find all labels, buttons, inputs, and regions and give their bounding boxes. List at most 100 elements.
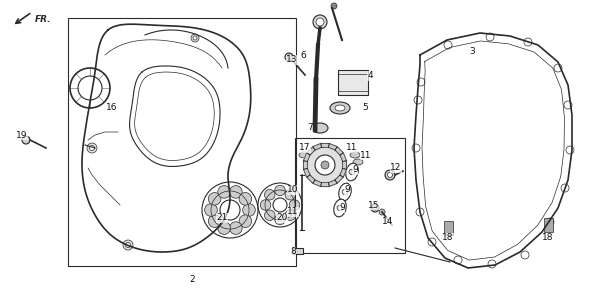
Circle shape <box>564 101 572 109</box>
Circle shape <box>191 34 199 42</box>
Polygon shape <box>307 147 315 155</box>
Circle shape <box>454 256 462 264</box>
Text: 3: 3 <box>469 48 475 57</box>
Text: 12: 12 <box>391 163 402 172</box>
Text: 9: 9 <box>352 166 358 175</box>
Ellipse shape <box>312 123 328 133</box>
Bar <box>293 248 303 254</box>
Circle shape <box>524 38 532 46</box>
Circle shape <box>227 195 237 205</box>
Circle shape <box>264 190 275 200</box>
Text: 16: 16 <box>106 104 118 113</box>
Text: 11: 11 <box>287 207 299 216</box>
Text: 7: 7 <box>307 123 313 132</box>
Text: FR.: FR. <box>35 15 51 24</box>
Text: 8: 8 <box>290 247 296 256</box>
Circle shape <box>70 68 110 108</box>
Text: 20: 20 <box>276 213 288 222</box>
Circle shape <box>315 155 335 175</box>
Text: 11: 11 <box>346 144 358 153</box>
Ellipse shape <box>350 152 360 158</box>
Circle shape <box>258 183 302 227</box>
Circle shape <box>546 218 554 226</box>
Circle shape <box>554 64 562 72</box>
Circle shape <box>444 41 452 49</box>
Ellipse shape <box>353 159 363 165</box>
Polygon shape <box>335 175 343 183</box>
Circle shape <box>289 200 300 210</box>
Text: 19: 19 <box>17 131 28 139</box>
Circle shape <box>285 190 296 200</box>
Text: 10: 10 <box>287 185 299 194</box>
Circle shape <box>123 240 133 250</box>
Circle shape <box>208 193 221 205</box>
Ellipse shape <box>330 102 350 114</box>
Circle shape <box>388 172 392 178</box>
Circle shape <box>412 144 420 152</box>
Circle shape <box>416 208 424 216</box>
Circle shape <box>316 18 324 26</box>
Ellipse shape <box>339 183 351 201</box>
Circle shape <box>126 243 130 247</box>
Circle shape <box>260 200 271 210</box>
Circle shape <box>373 206 377 210</box>
Polygon shape <box>340 153 346 162</box>
Ellipse shape <box>299 152 309 158</box>
Circle shape <box>486 33 494 41</box>
Ellipse shape <box>337 205 343 211</box>
Circle shape <box>321 161 329 169</box>
Text: 18: 18 <box>542 234 554 243</box>
Polygon shape <box>303 153 310 162</box>
Circle shape <box>230 222 242 234</box>
Circle shape <box>285 210 296 221</box>
Circle shape <box>488 260 496 268</box>
Text: 17: 17 <box>299 144 311 153</box>
Text: 11: 11 <box>360 150 372 160</box>
Circle shape <box>239 215 252 228</box>
Circle shape <box>428 238 436 246</box>
Polygon shape <box>321 183 329 187</box>
Polygon shape <box>329 180 337 187</box>
Text: 5: 5 <box>362 104 368 113</box>
Ellipse shape <box>334 199 346 217</box>
Polygon shape <box>335 147 343 155</box>
Circle shape <box>193 36 197 40</box>
Circle shape <box>205 204 217 216</box>
Text: 21: 21 <box>217 213 228 222</box>
Circle shape <box>285 53 293 61</box>
Circle shape <box>220 200 240 220</box>
Circle shape <box>22 136 30 144</box>
Bar <box>68 18 296 266</box>
Circle shape <box>521 251 529 259</box>
Polygon shape <box>303 161 307 169</box>
Circle shape <box>275 185 285 196</box>
Circle shape <box>313 15 327 29</box>
Polygon shape <box>313 143 322 150</box>
Circle shape <box>87 143 97 153</box>
Bar <box>295 138 405 253</box>
Circle shape <box>385 170 395 180</box>
Polygon shape <box>329 143 337 150</box>
Polygon shape <box>321 143 329 147</box>
Circle shape <box>208 215 221 228</box>
Circle shape <box>566 146 574 154</box>
Circle shape <box>78 76 102 100</box>
Circle shape <box>287 55 291 59</box>
Text: 2: 2 <box>189 275 195 284</box>
Polygon shape <box>340 169 346 177</box>
Polygon shape <box>313 180 322 187</box>
Circle shape <box>230 186 242 198</box>
Circle shape <box>218 222 231 234</box>
Circle shape <box>264 210 275 221</box>
Polygon shape <box>343 161 346 169</box>
Bar <box>444 221 453 235</box>
Circle shape <box>242 204 255 216</box>
Circle shape <box>90 145 94 150</box>
Text: 6: 6 <box>300 51 306 60</box>
Circle shape <box>379 209 385 215</box>
Text: 14: 14 <box>382 218 394 226</box>
Ellipse shape <box>349 169 355 175</box>
Polygon shape <box>303 169 310 177</box>
Text: 9: 9 <box>339 203 345 213</box>
Ellipse shape <box>335 105 345 111</box>
